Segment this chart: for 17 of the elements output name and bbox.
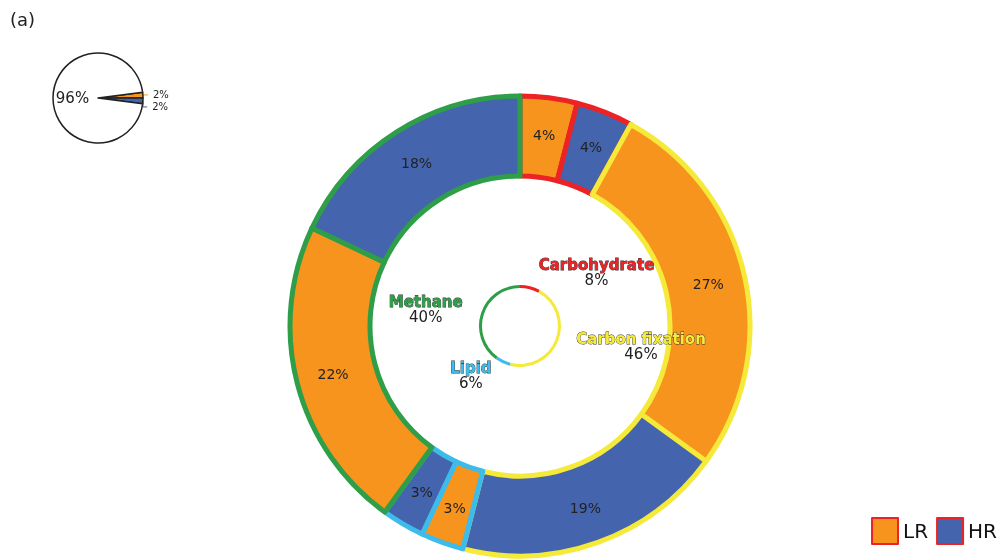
text: (a) (10, 8, 36, 30)
data-label: 2% (152, 89, 169, 101)
data-label: 4% (579, 138, 603, 155)
data-label: 2% (152, 101, 169, 113)
data-label: 3% (443, 499, 466, 516)
data-label: 3% (410, 484, 433, 501)
slice-label: Carbohydrate (538, 256, 655, 275)
slice-label: Lipid (450, 359, 492, 378)
data-label: 4% (533, 126, 556, 143)
legend-label: HR (968, 519, 998, 543)
data-label: 19% (569, 499, 601, 516)
data-label: 22% (317, 366, 349, 382)
data-label: 27% (692, 275, 724, 292)
legend-label: LR (903, 519, 929, 543)
data-label: 18% (401, 155, 433, 172)
data-label: 96% (55, 89, 90, 107)
data-label: 46% (624, 344, 658, 363)
